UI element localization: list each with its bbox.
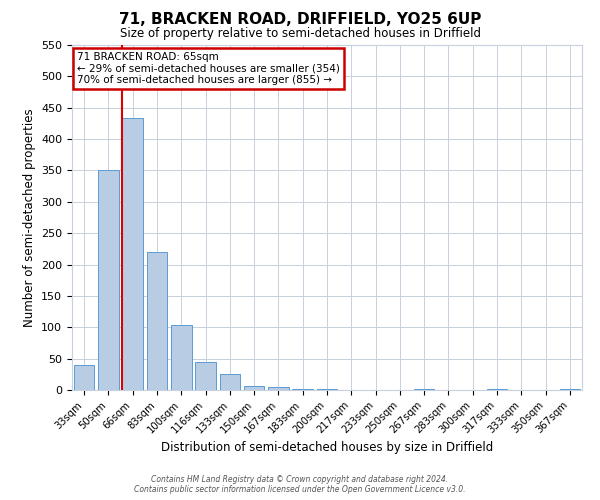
Bar xyxy=(98,170,119,390)
Bar xyxy=(171,326,191,390)
Text: 71 BRACKEN ROAD: 65sqm
← 29% of semi-detached houses are smaller (354)
70% of se: 71 BRACKEN ROAD: 65sqm ← 29% of semi-det… xyxy=(77,52,340,85)
Text: 71, BRACKEN ROAD, DRIFFIELD, YO25 6UP: 71, BRACKEN ROAD, DRIFFIELD, YO25 6UP xyxy=(119,12,481,28)
Y-axis label: Number of semi-detached properties: Number of semi-detached properties xyxy=(23,108,35,327)
Bar xyxy=(244,386,265,390)
Bar xyxy=(560,388,580,390)
Bar xyxy=(122,118,143,390)
Bar xyxy=(268,387,289,390)
Text: Contains HM Land Registry data © Crown copyright and database right 2024.
Contai: Contains HM Land Registry data © Crown c… xyxy=(134,474,466,494)
Bar xyxy=(74,365,94,390)
Bar xyxy=(292,388,313,390)
Bar xyxy=(146,252,167,390)
Bar xyxy=(220,374,240,390)
Text: Size of property relative to semi-detached houses in Driffield: Size of property relative to semi-detach… xyxy=(119,28,481,40)
X-axis label: Distribution of semi-detached houses by size in Driffield: Distribution of semi-detached houses by … xyxy=(161,441,493,454)
Bar xyxy=(195,362,216,390)
